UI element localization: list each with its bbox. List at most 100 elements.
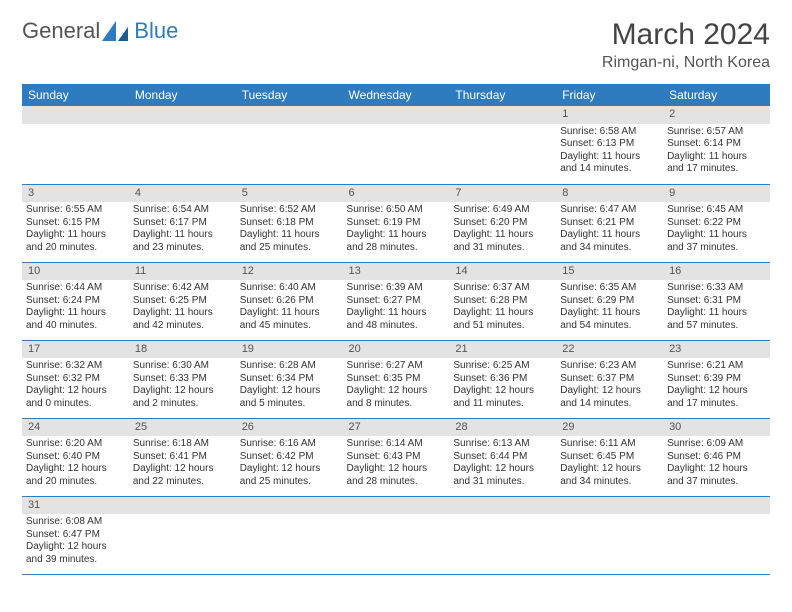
sunrise-line: Sunrise: 6:45 AM (667, 204, 766, 217)
day-number: 15 (556, 263, 663, 281)
sunset-line: Sunset: 6:45 PM (560, 451, 659, 464)
logo-text-general: General (22, 18, 100, 44)
sunset-line: Sunset: 6:33 PM (133, 373, 232, 386)
calendar-week-row: 24Sunrise: 6:20 AMSunset: 6:40 PMDayligh… (22, 418, 770, 496)
day-info: Sunrise: 6:13 AMSunset: 6:44 PMDaylight:… (453, 438, 552, 488)
calendar-day-cell: 28Sunrise: 6:13 AMSunset: 6:44 PMDayligh… (449, 418, 556, 496)
day-number-empty (449, 497, 556, 515)
sunrise-line: Sunrise: 6:25 AM (453, 360, 552, 373)
daylight-line: Daylight: 11 hours and 25 minutes. (240, 229, 339, 254)
calendar-day-cell: 26Sunrise: 6:16 AMSunset: 6:42 PMDayligh… (236, 418, 343, 496)
calendar-day-cell (236, 106, 343, 184)
sunset-line: Sunset: 6:27 PM (347, 295, 446, 308)
day-number: 19 (236, 341, 343, 359)
day-number-empty (22, 106, 129, 124)
day-info: Sunrise: 6:57 AMSunset: 6:14 PMDaylight:… (667, 126, 766, 176)
day-info: Sunrise: 6:16 AMSunset: 6:42 PMDaylight:… (240, 438, 339, 488)
calendar-day-cell: 30Sunrise: 6:09 AMSunset: 6:46 PMDayligh… (663, 418, 770, 496)
day-info: Sunrise: 6:08 AMSunset: 6:47 PMDaylight:… (26, 516, 125, 566)
daylight-line: Daylight: 12 hours and 8 minutes. (347, 385, 446, 410)
daylight-line: Daylight: 12 hours and 20 minutes. (26, 463, 125, 488)
day-number: 27 (343, 419, 450, 437)
day-number: 24 (22, 419, 129, 437)
sunrise-line: Sunrise: 6:55 AM (26, 204, 125, 217)
day-info: Sunrise: 6:55 AMSunset: 6:15 PMDaylight:… (26, 204, 125, 254)
weekday-header: Saturday (663, 84, 770, 106)
daylight-line: Daylight: 12 hours and 28 minutes. (347, 463, 446, 488)
sunrise-line: Sunrise: 6:21 AM (667, 360, 766, 373)
daylight-line: Daylight: 11 hours and 23 minutes. (133, 229, 232, 254)
sunrise-line: Sunrise: 6:42 AM (133, 282, 232, 295)
sunset-line: Sunset: 6:24 PM (26, 295, 125, 308)
sunset-line: Sunset: 6:21 PM (560, 217, 659, 230)
title-block: March 2024 Rimgan-ni, North Korea (602, 18, 770, 72)
calendar-day-cell: 14Sunrise: 6:37 AMSunset: 6:28 PMDayligh… (449, 262, 556, 340)
sunset-line: Sunset: 6:15 PM (26, 217, 125, 230)
day-number: 18 (129, 341, 236, 359)
daylight-line: Daylight: 11 hours and 45 minutes. (240, 307, 339, 332)
calendar-day-cell: 18Sunrise: 6:30 AMSunset: 6:33 PMDayligh… (129, 340, 236, 418)
sunset-line: Sunset: 6:28 PM (453, 295, 552, 308)
sunrise-line: Sunrise: 6:44 AM (26, 282, 125, 295)
daylight-line: Daylight: 11 hours and 17 minutes. (667, 151, 766, 176)
day-number: 30 (663, 419, 770, 437)
weekday-header: Tuesday (236, 84, 343, 106)
calendar-day-cell: 22Sunrise: 6:23 AMSunset: 6:37 PMDayligh… (556, 340, 663, 418)
sunrise-line: Sunrise: 6:39 AM (347, 282, 446, 295)
calendar-day-cell (343, 496, 450, 574)
daylight-line: Daylight: 11 hours and 31 minutes. (453, 229, 552, 254)
day-number: 22 (556, 341, 663, 359)
day-number-empty (129, 497, 236, 515)
calendar-week-row: 1Sunrise: 6:58 AMSunset: 6:13 PMDaylight… (22, 106, 770, 184)
sunset-line: Sunset: 6:13 PM (560, 138, 659, 151)
day-info: Sunrise: 6:09 AMSunset: 6:46 PMDaylight:… (667, 438, 766, 488)
sunset-line: Sunset: 6:32 PM (26, 373, 125, 386)
sunset-line: Sunset: 6:31 PM (667, 295, 766, 308)
sunrise-line: Sunrise: 6:33 AM (667, 282, 766, 295)
sunrise-line: Sunrise: 6:52 AM (240, 204, 339, 217)
month-title: March 2024 (602, 18, 770, 52)
calendar-day-cell (22, 106, 129, 184)
calendar-day-cell (236, 496, 343, 574)
day-info: Sunrise: 6:42 AMSunset: 6:25 PMDaylight:… (133, 282, 232, 332)
weekday-header: Thursday (449, 84, 556, 106)
weekday-header-row: Sunday Monday Tuesday Wednesday Thursday… (22, 84, 770, 106)
calendar-day-cell (343, 106, 450, 184)
sunrise-line: Sunrise: 6:27 AM (347, 360, 446, 373)
sunrise-line: Sunrise: 6:32 AM (26, 360, 125, 373)
calendar-day-cell: 1Sunrise: 6:58 AMSunset: 6:13 PMDaylight… (556, 106, 663, 184)
daylight-line: Daylight: 12 hours and 34 minutes. (560, 463, 659, 488)
day-number: 25 (129, 419, 236, 437)
day-number: 20 (343, 341, 450, 359)
day-info: Sunrise: 6:40 AMSunset: 6:26 PMDaylight:… (240, 282, 339, 332)
sunrise-line: Sunrise: 6:09 AM (667, 438, 766, 451)
calendar-day-cell (129, 106, 236, 184)
day-number: 17 (22, 341, 129, 359)
day-info: Sunrise: 6:18 AMSunset: 6:41 PMDaylight:… (133, 438, 232, 488)
daylight-line: Daylight: 12 hours and 17 minutes. (667, 385, 766, 410)
sunset-line: Sunset: 6:19 PM (347, 217, 446, 230)
day-number: 13 (343, 263, 450, 281)
day-info: Sunrise: 6:52 AMSunset: 6:18 PMDaylight:… (240, 204, 339, 254)
sunrise-line: Sunrise: 6:23 AM (560, 360, 659, 373)
logo-text-blue: Blue (134, 18, 178, 44)
day-info: Sunrise: 6:49 AMSunset: 6:20 PMDaylight:… (453, 204, 552, 254)
day-number-empty (129, 106, 236, 124)
calendar-day-cell: 23Sunrise: 6:21 AMSunset: 6:39 PMDayligh… (663, 340, 770, 418)
sunrise-line: Sunrise: 6:13 AM (453, 438, 552, 451)
calendar-day-cell: 31Sunrise: 6:08 AMSunset: 6:47 PMDayligh… (22, 496, 129, 574)
sunset-line: Sunset: 6:34 PM (240, 373, 339, 386)
daylight-line: Daylight: 12 hours and 25 minutes. (240, 463, 339, 488)
day-info: Sunrise: 6:47 AMSunset: 6:21 PMDaylight:… (560, 204, 659, 254)
calendar-table: Sunday Monday Tuesday Wednesday Thursday… (22, 84, 770, 575)
calendar-day-cell: 8Sunrise: 6:47 AMSunset: 6:21 PMDaylight… (556, 184, 663, 262)
day-info: Sunrise: 6:27 AMSunset: 6:35 PMDaylight:… (347, 360, 446, 410)
sunrise-line: Sunrise: 6:54 AM (133, 204, 232, 217)
calendar-week-row: 10Sunrise: 6:44 AMSunset: 6:24 PMDayligh… (22, 262, 770, 340)
daylight-line: Daylight: 12 hours and 5 minutes. (240, 385, 339, 410)
daylight-line: Daylight: 11 hours and 28 minutes. (347, 229, 446, 254)
sunrise-line: Sunrise: 6:37 AM (453, 282, 552, 295)
day-number-empty (236, 497, 343, 515)
day-number-empty (343, 106, 450, 124)
calendar-day-cell: 7Sunrise: 6:49 AMSunset: 6:20 PMDaylight… (449, 184, 556, 262)
